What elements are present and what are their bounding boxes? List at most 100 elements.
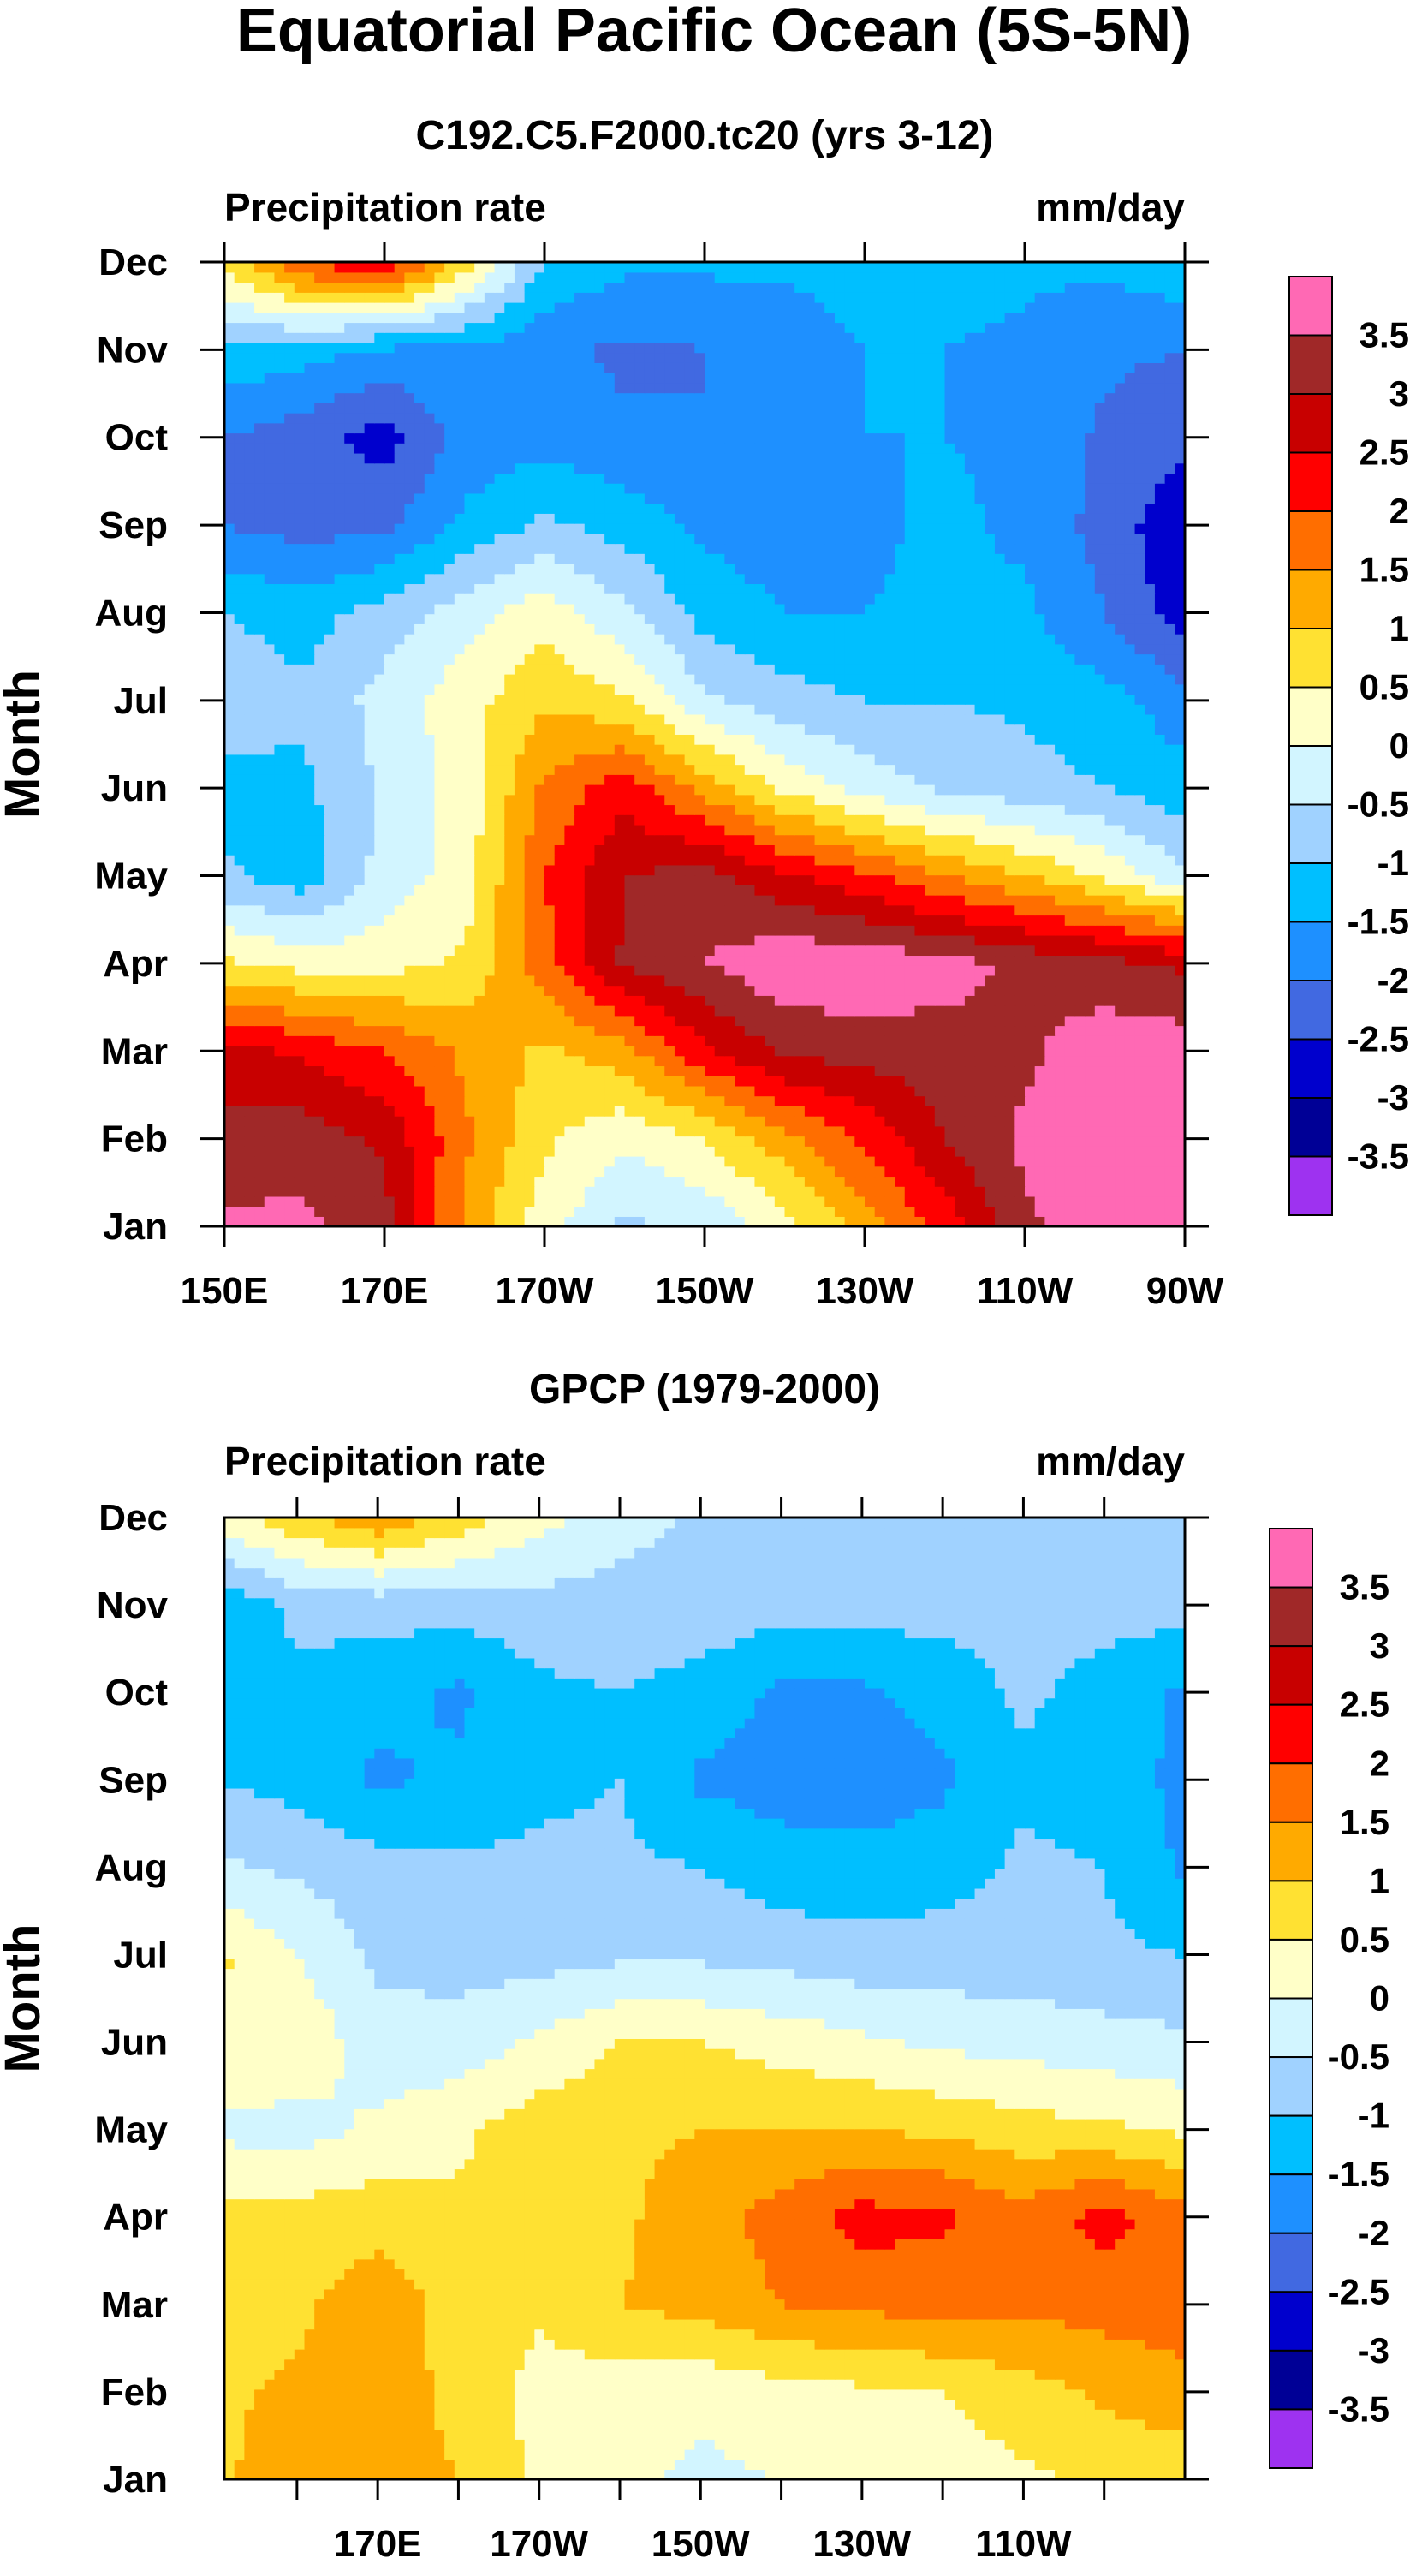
contour-cell xyxy=(694,814,705,826)
contour-cell xyxy=(824,1216,836,1226)
contour-cell xyxy=(454,864,466,876)
contour-cell xyxy=(244,824,255,836)
contour-cell xyxy=(654,844,665,856)
contour-cell xyxy=(564,955,575,966)
contour-cell xyxy=(1025,1025,1036,1036)
contour-cell xyxy=(644,904,656,916)
contour-cell xyxy=(454,904,466,916)
contour-cell xyxy=(834,754,846,766)
contour-cell xyxy=(824,985,836,996)
contour-cell xyxy=(314,1015,325,1027)
contour-cell xyxy=(985,774,996,785)
contour-cell xyxy=(1104,724,1116,735)
contour-cell xyxy=(544,1015,556,1027)
contour-cell xyxy=(834,1035,846,1046)
contour-cell xyxy=(765,1076,776,1087)
contour-cell xyxy=(814,764,825,775)
contour-cell xyxy=(304,734,315,745)
contour-cell xyxy=(925,844,936,856)
contour-cell xyxy=(474,1196,485,1208)
contour-cell xyxy=(434,874,445,886)
contour-cell xyxy=(834,904,846,916)
contour-cell xyxy=(794,724,806,735)
contour-cell xyxy=(554,794,566,806)
contour-cell xyxy=(444,864,455,876)
contour-cell xyxy=(634,1115,646,1127)
contour-cell xyxy=(364,1196,376,1208)
contour-cell xyxy=(1094,985,1106,996)
contour-cell xyxy=(274,955,285,966)
contour-cell xyxy=(674,874,686,886)
contour-cell xyxy=(484,925,496,936)
contour-cell xyxy=(854,1115,866,1127)
contour-cell xyxy=(424,734,436,745)
contour-cell xyxy=(1085,1015,1096,1027)
contour-cell xyxy=(504,1106,515,1117)
contour-cell xyxy=(834,885,846,896)
contour-cell xyxy=(955,1045,966,1057)
contour-cell xyxy=(504,925,515,936)
contour-cell xyxy=(1014,1146,1026,1157)
contour-cell xyxy=(774,1106,786,1117)
contour-cell xyxy=(1175,894,1185,906)
contour-cell xyxy=(714,975,726,987)
contour-cell xyxy=(624,995,635,1006)
contour-cell xyxy=(824,713,836,725)
contour-cell xyxy=(244,945,255,957)
contour-cell xyxy=(254,965,265,976)
contour-cell xyxy=(1124,754,1136,766)
contour-cell xyxy=(854,1085,866,1097)
contour-cell xyxy=(765,784,776,796)
contour-cell xyxy=(895,1106,906,1117)
contour-cell xyxy=(254,1106,265,1117)
contour-cell xyxy=(384,1035,396,1046)
contour-cell xyxy=(1094,864,1106,876)
contour-cell xyxy=(224,804,235,815)
contour-cell xyxy=(1034,764,1046,775)
contour-cell xyxy=(624,724,635,735)
contour-cell xyxy=(644,764,656,775)
contour-cell xyxy=(674,1085,686,1097)
contour-cell xyxy=(794,1095,806,1106)
contour-cell xyxy=(724,713,735,725)
contour-cell xyxy=(1115,1176,1126,1187)
contour-cell xyxy=(324,713,336,725)
contour-cell xyxy=(1154,1076,1166,1087)
contour-cell xyxy=(1044,894,1056,906)
contour-cell xyxy=(694,774,705,785)
contour-cell xyxy=(804,945,816,957)
contour-cell xyxy=(284,1216,295,1226)
contour-cell xyxy=(294,1176,306,1187)
contour-cell xyxy=(244,1085,255,1097)
contour-cell xyxy=(604,764,616,775)
contour-cell xyxy=(744,995,756,1006)
contour-cell xyxy=(644,1005,656,1017)
contour-cell xyxy=(504,1025,515,1036)
contour-cell xyxy=(674,1216,686,1226)
contour-cell xyxy=(955,965,966,976)
contour-cell xyxy=(314,1115,325,1127)
contour-cell xyxy=(944,1095,955,1106)
contour-cell xyxy=(484,764,496,775)
contour-cell xyxy=(744,704,756,715)
contour-cell xyxy=(264,784,276,796)
contour-cell xyxy=(1094,1216,1106,1226)
contour-cell xyxy=(765,774,776,785)
contour-cell xyxy=(824,774,836,785)
contour-cell xyxy=(284,1005,295,1017)
contour-cell xyxy=(784,885,795,896)
contour-cell xyxy=(284,1085,295,1097)
contour-cell xyxy=(824,915,836,926)
contour-cell xyxy=(844,1065,856,1076)
contour-cell xyxy=(404,704,415,715)
contour-cell xyxy=(404,1125,415,1137)
contour-cell xyxy=(284,784,295,796)
contour-cell xyxy=(1085,844,1096,856)
contour-cell xyxy=(735,1216,746,1226)
contour-cell xyxy=(554,844,566,856)
contour-cell xyxy=(754,704,765,715)
contour-cell xyxy=(634,1176,646,1187)
contour-cell xyxy=(994,744,1006,755)
contour-cell xyxy=(454,985,466,996)
contour-cell xyxy=(284,1176,295,1187)
